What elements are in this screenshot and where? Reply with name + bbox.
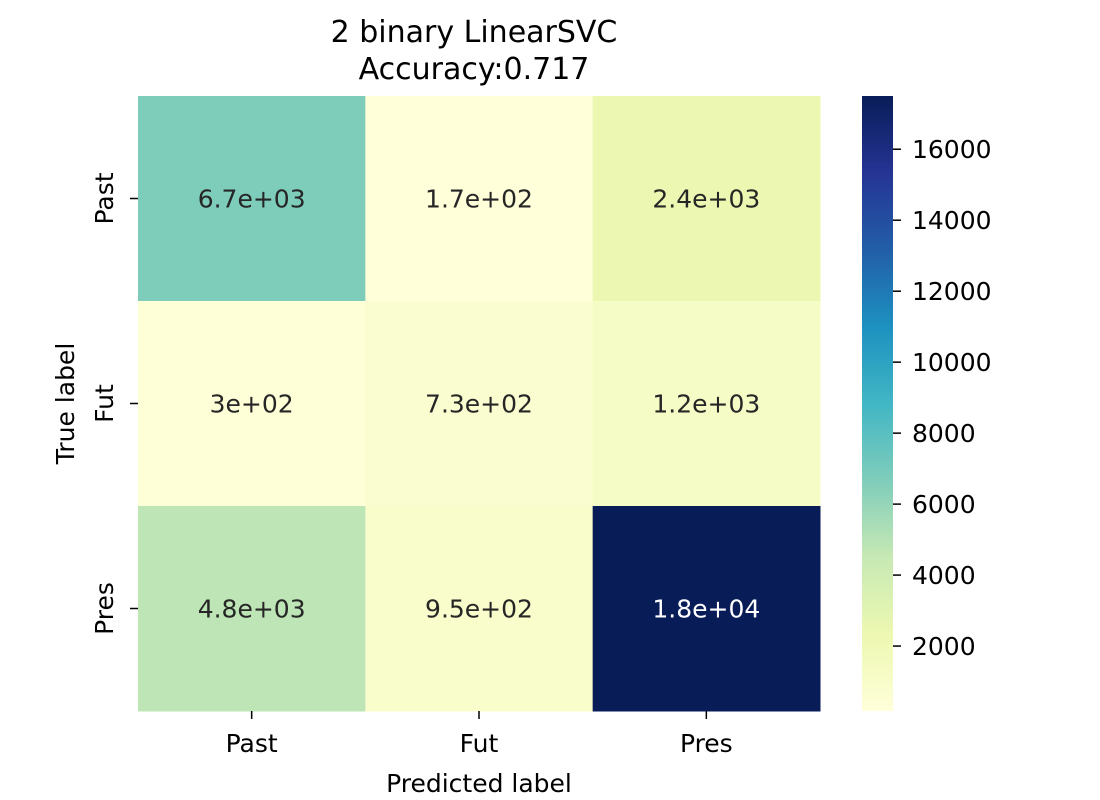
x-tick-label: Fut bbox=[460, 729, 499, 758]
heatmap-cell-past-pres bbox=[592, 96, 821, 302]
cell-annotation: 1.7e+02 bbox=[425, 185, 533, 214]
heatmap-cell-pres-pres bbox=[592, 506, 821, 712]
cell-annotation: 1.2e+03 bbox=[652, 390, 760, 419]
heatmap-cell-pres-past bbox=[138, 506, 366, 712]
cell-annotation: 4.8e+03 bbox=[198, 595, 306, 624]
heatmap-cells bbox=[138, 96, 821, 712]
heatmap-cell-fut-past bbox=[138, 301, 366, 507]
cell-annotation: 7.3e+02 bbox=[425, 390, 533, 419]
x-axis-label: Predicted label bbox=[386, 769, 572, 798]
x-axis: Past Fut Pres Predicted label bbox=[226, 711, 733, 798]
heatmap-cell-past-past bbox=[138, 96, 366, 302]
heatmap-annotations: 6.7e+03 1.7e+02 2.4e+03 3e+02 7.3e+02 1.2e+03… bbox=[198, 185, 761, 624]
colorbar-tick-label: 16000 bbox=[912, 135, 992, 164]
heatmap-cell-fut-fut bbox=[365, 301, 594, 507]
colorbar-tick-label: 4000 bbox=[912, 561, 976, 590]
y-axis-label: True label bbox=[51, 343, 80, 466]
cell-annotation: 9.5e+02 bbox=[425, 595, 533, 624]
y-axis: Past Fut Pres True label bbox=[51, 172, 138, 635]
chart-title-line-2: Accuracy:0.717 bbox=[359, 52, 590, 87]
colorbar: 2000 4000 6000 8000 10000 12000 14000 16000 bbox=[862, 96, 992, 711]
colorbar-tick-label: 14000 bbox=[912, 206, 992, 235]
colorbar-tick-label: 2000 bbox=[912, 632, 976, 661]
y-tick-label: Fut bbox=[90, 384, 119, 423]
heatmap-cell-pres-fut bbox=[365, 506, 594, 712]
x-tick-label: Past bbox=[226, 729, 278, 758]
colorbar-tick-label: 6000 bbox=[912, 490, 976, 519]
cell-annotation: 6.7e+03 bbox=[198, 185, 306, 214]
colorbar-tick-label: 8000 bbox=[912, 419, 976, 448]
colorbar-tick-label: 10000 bbox=[912, 348, 992, 377]
y-tick-label: Past bbox=[90, 172, 119, 224]
cell-annotation: 3e+02 bbox=[210, 390, 294, 419]
colorbar-tick-label: 12000 bbox=[912, 277, 992, 306]
cell-annotation: 2.4e+03 bbox=[652, 185, 760, 214]
x-tick-label: Pres bbox=[680, 729, 733, 758]
chart-title-line-1: 2 binary LinearSVC bbox=[331, 15, 618, 50]
colorbar-gradient bbox=[862, 96, 893, 711]
cell-annotation: 1.8e+04 bbox=[652, 595, 760, 624]
heatmap-cell-fut-pres bbox=[592, 301, 821, 507]
heatmap-cell-past-fut bbox=[365, 96, 594, 302]
y-tick-label: Pres bbox=[90, 582, 119, 635]
